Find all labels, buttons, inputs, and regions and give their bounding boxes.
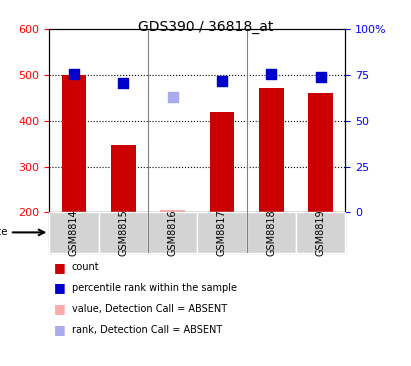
Point [120, 80, 127, 86]
Text: ■: ■ [53, 261, 65, 274]
FancyBboxPatch shape [148, 212, 247, 253]
Bar [111, 145, 136, 212]
Bar [62, 75, 86, 212]
FancyBboxPatch shape [197, 212, 247, 253]
FancyBboxPatch shape [247, 212, 296, 253]
Bar [160, 210, 185, 212]
FancyBboxPatch shape [148, 212, 197, 253]
Text: ■: ■ [53, 323, 65, 336]
Bar [210, 112, 234, 212]
FancyBboxPatch shape [99, 212, 148, 253]
Text: GSM8817: GSM8817 [217, 209, 227, 256]
Point [317, 74, 324, 80]
Point [268, 71, 275, 77]
Text: percentile rank within the sample: percentile rank within the sample [72, 283, 237, 293]
Point [71, 71, 77, 77]
Text: GSM8814: GSM8814 [69, 209, 79, 256]
Text: GSM8819: GSM8819 [316, 209, 326, 256]
FancyBboxPatch shape [247, 212, 345, 253]
Text: ■: ■ [53, 302, 65, 315]
Text: control: control [179, 227, 215, 238]
FancyBboxPatch shape [49, 212, 99, 253]
FancyBboxPatch shape [49, 212, 148, 253]
Bar [259, 88, 284, 212]
Text: disease state: disease state [0, 227, 7, 238]
Text: value, Detection Call = ABSENT: value, Detection Call = ABSENT [72, 304, 227, 314]
Bar [308, 93, 333, 212]
Text: count: count [72, 262, 99, 272]
Text: active ITP: active ITP [74, 227, 124, 238]
Text: ■: ■ [53, 281, 65, 295]
Text: GSM8815: GSM8815 [118, 209, 128, 256]
Text: ITP in remission: ITP in remission [255, 227, 337, 238]
Text: GSM8816: GSM8816 [168, 209, 178, 256]
Text: GDS390 / 36818_at: GDS390 / 36818_at [138, 20, 273, 34]
Text: rank, Detection Call = ABSENT: rank, Detection Call = ABSENT [72, 325, 222, 335]
Text: GSM8818: GSM8818 [266, 209, 276, 256]
Point [169, 94, 176, 100]
Point [219, 79, 225, 85]
FancyBboxPatch shape [296, 212, 345, 253]
